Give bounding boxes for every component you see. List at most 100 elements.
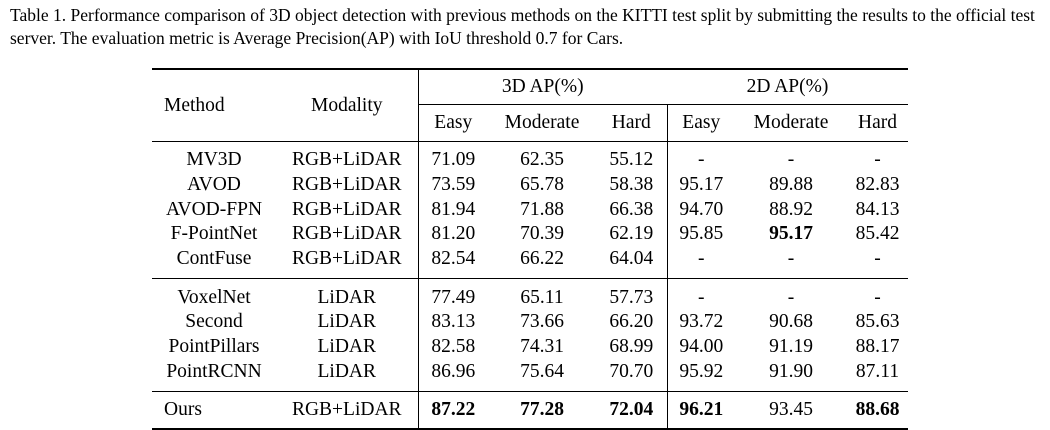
value-cell: -: [666, 141, 735, 173]
value-cell: -: [666, 278, 735, 311]
value-cell: 82.58: [417, 334, 488, 360]
value-cell: 70.39: [520, 223, 564, 245]
value-cell: -: [787, 149, 795, 171]
value-cell: -: [787, 248, 795, 270]
value-cell: 77.49: [417, 278, 488, 311]
table-row: AVOD RGB+LiDAR 73.59 65.78 58.38 95.17 8…: [152, 172, 908, 198]
value-cell: 62.35: [520, 149, 564, 171]
table-row: VoxelNet LiDAR 77.49 65.11 57.73 - - -: [152, 278, 908, 311]
table-row: PointRCNN LiDAR 86.96 75.64 70.70 95.92 …: [152, 359, 908, 392]
value-cell: 57.73: [609, 286, 654, 308]
value-cell: 55.12: [609, 149, 654, 171]
value-cell: 87.11: [855, 360, 900, 382]
value-cell: 95.85: [666, 222, 735, 247]
best-value-cell: 95.17: [769, 223, 813, 245]
header-3d-ap: 3D AP(%): [417, 69, 667, 105]
value-cell: 68.99: [609, 336, 654, 358]
value-cell: 66.20: [609, 311, 654, 333]
value-cell: 58.38: [609, 174, 654, 196]
modality-cell: RGB+LiDAR: [291, 248, 402, 270]
method-cell: AVOD: [187, 174, 241, 196]
modality-cell: LiDAR: [317, 311, 377, 333]
value-cell: 86.96: [417, 359, 488, 392]
method-cell: PointPillars: [168, 336, 260, 358]
table-row: ContFuse RGB+LiDAR 82.54 66.22 64.04 - -…: [152, 246, 908, 279]
value-cell: 81.20: [417, 222, 488, 247]
value-cell: 66.22: [520, 248, 564, 270]
best-value-cell: 96.21: [666, 391, 735, 430]
results-table: Method Modality 3D AP(%) 2D AP(%) Easy M…: [152, 68, 908, 430]
modality-cell: RGB+LiDAR: [291, 399, 402, 421]
value-cell: 95.17: [666, 172, 735, 198]
value-cell: 83.13: [417, 310, 488, 335]
value-cell: 91.90: [769, 360, 813, 382]
value-cell: 65.11: [520, 286, 564, 308]
value-cell: -: [874, 149, 881, 171]
method-cell: PointRCNN: [166, 360, 262, 382]
value-cell: 75.64: [520, 360, 564, 382]
value-cell: 95.92: [666, 359, 735, 392]
value-cell: 85.42: [855, 223, 900, 245]
table-row: MV3D RGB+LiDAR 71.09 62.35 55.12 - - -: [152, 141, 908, 173]
value-cell: 66.38: [609, 198, 654, 220]
method-cell: MV3D: [186, 149, 242, 171]
value-cell: 85.63: [855, 311, 900, 333]
method-cell: ContFuse: [176, 248, 252, 270]
header-method: Method: [152, 69, 276, 142]
table-row-ours: Ours RGB+LiDAR 87.22 77.28 72.04 96.21 9…: [152, 391, 908, 430]
value-cell: 71.88: [520, 198, 564, 220]
table-row: Second LiDAR 83.13 73.66 66.20 93.72 90.…: [152, 310, 908, 335]
header-3d-moderate: Moderate: [504, 112, 580, 133]
value-cell: 82.83: [855, 174, 900, 196]
modality-cell: LiDAR: [317, 360, 377, 382]
method-cell: Ours: [164, 399, 202, 421]
value-cell: 65.78: [520, 174, 564, 196]
value-cell: 94.00: [666, 334, 735, 360]
modality-cell: RGB+LiDAR: [291, 198, 402, 220]
value-cell: 73.59: [417, 172, 488, 198]
modality-cell: RGB+LiDAR: [291, 149, 402, 171]
value-cell: 93.45: [769, 399, 813, 421]
value-cell: 91.19: [769, 336, 813, 358]
value-cell: 62.19: [609, 223, 654, 245]
header-modality: Modality: [276, 69, 418, 142]
value-cell: 93.72: [666, 310, 735, 335]
value-cell: 71.09: [417, 141, 488, 173]
value-cell: 94.70: [666, 197, 735, 223]
table-row: F-PointNet RGB+LiDAR 81.20 70.39 62.19 9…: [152, 222, 908, 247]
value-cell: 88.17: [855, 336, 900, 358]
method-cell: AVOD-FPN: [165, 198, 263, 220]
value-cell: 64.04: [609, 248, 654, 270]
best-value-cell: 77.28: [520, 399, 564, 421]
method-cell: F-PointNet: [170, 223, 258, 245]
modality-cell: RGB+LiDAR: [291, 174, 402, 196]
best-value-cell: 87.22: [417, 391, 488, 430]
best-value-cell: 88.68: [855, 399, 900, 421]
value-cell: -: [874, 248, 881, 270]
value-cell: -: [874, 286, 881, 308]
header-2d-moderate: Moderate: [753, 112, 829, 133]
modality-cell: RGB+LiDAR: [291, 223, 402, 245]
table-caption: Table 1. Performance comparison of 3D ob…: [10, 5, 1035, 48]
value-cell: 89.88: [769, 174, 813, 196]
value-cell: 70.70: [609, 360, 654, 382]
value-cell: 74.31: [520, 336, 564, 358]
table-row: PointPillars LiDAR 82.58 74.31 68.99 94.…: [152, 334, 908, 360]
value-cell: 84.13: [855, 198, 900, 220]
table-row: AVOD-FPN RGB+LiDAR 81.94 71.88 66.38 94.…: [152, 197, 908, 223]
best-value-cell: 72.04: [609, 399, 654, 421]
header-3d-easy: Easy: [417, 104, 488, 142]
modality-cell: LiDAR: [317, 336, 377, 358]
value-cell: -: [787, 286, 795, 308]
header-2d-ap: 2D AP(%): [667, 69, 908, 105]
method-cell: VoxelNet: [177, 286, 251, 308]
value-cell: 90.68: [769, 311, 813, 333]
header-3d-hard: Hard: [611, 112, 651, 133]
value-cell: -: [666, 246, 735, 279]
value-cell: 81.94: [417, 197, 488, 223]
value-cell: 82.54: [417, 246, 488, 279]
header-2d-easy: Easy: [666, 104, 735, 142]
modality-cell: LiDAR: [317, 286, 377, 308]
header-2d-hard: Hard: [858, 112, 897, 133]
method-cell: Second: [185, 311, 243, 333]
